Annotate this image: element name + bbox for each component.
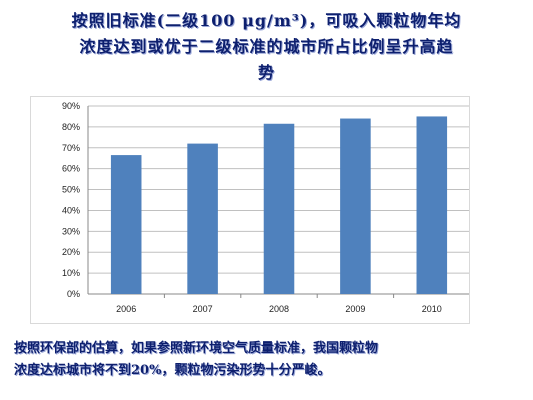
title-line-1: 按照旧标准(二级100 μg/m³)，可吸入颗粒物年均	[71, 11, 462, 30]
bar-chart: 0% 10% 20% 30% 40% 50% 60% 70% 80% 90% 2006 2007 200…	[30, 96, 470, 324]
y-tick-label: 30%	[62, 226, 80, 236]
y-tick-label: 0%	[67, 289, 80, 299]
bar	[416, 116, 448, 294]
title-line-3: 势	[257, 63, 275, 82]
y-tick-label: 90%	[62, 101, 80, 111]
y-tick-label: 20%	[62, 247, 80, 257]
x-tick-label: 2008	[269, 304, 289, 314]
y-tick-label: 10%	[62, 268, 80, 278]
footnote: 按照环保部的估算，如果参照新环境空气质量标准，我国颗粒物 浓度达标城市将不到20…	[14, 338, 524, 382]
y-tick-label: 40%	[62, 205, 80, 215]
footnote-line-1: 按照环保部的估算，如果参照新环境空气质量标准，我国颗粒物	[14, 341, 379, 356]
x-tick-label: 2009	[345, 304, 365, 314]
x-tick-label: 2007	[193, 304, 213, 314]
x-tick-label: 2006	[116, 304, 136, 314]
bar	[340, 118, 371, 295]
chart-border	[30, 96, 470, 324]
y-tick-label: 50%	[62, 185, 80, 195]
chart-title: 按照旧标准(二级100 μg/m³)，可吸入颗粒物年均 浓度达到或优于二级标准的…	[14, 8, 519, 86]
bar	[187, 143, 218, 294]
title-line-2: 浓度达到或优于二级标准的城市所占比例呈升高趋	[79, 37, 454, 56]
x-tick-label: 2010	[422, 304, 442, 314]
bar	[263, 123, 295, 294]
y-tick-label: 70%	[62, 143, 80, 153]
footnote-line-2: 浓度达标城市将不到20%，颗粒物污染形势十分严峻。	[14, 363, 331, 378]
bar	[110, 155, 142, 294]
chart-svg: 0% 10% 20% 30% 40% 50% 60% 70% 80% 90% 2006 2007 200…	[30, 96, 470, 324]
y-tick-label: 60%	[62, 164, 80, 174]
y-tick-label: 80%	[62, 122, 80, 132]
